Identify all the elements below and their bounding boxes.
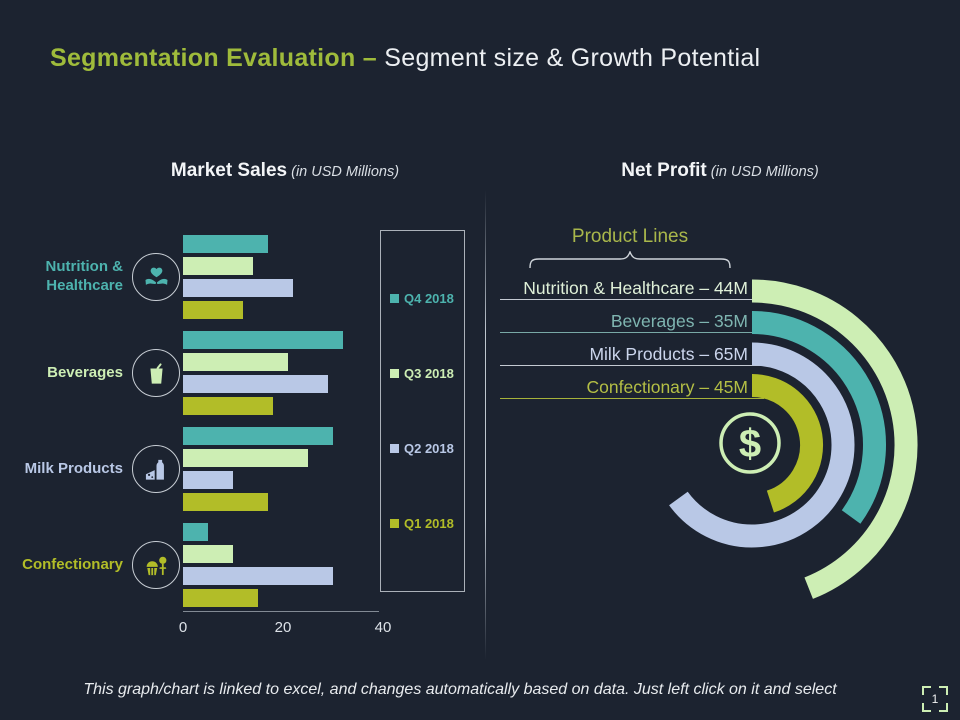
legend-label: Q2 2018 (404, 441, 454, 456)
bar-group-nutrition-healthcare (183, 235, 343, 319)
beverage-cup-icon (149, 362, 163, 384)
bar-milk-products-q4-2018 (183, 427, 333, 445)
market-sales-title-sub: (in USD Millions) (287, 164, 400, 180)
bar-milk-products-q1-2018 (183, 493, 268, 511)
legend-swatch (390, 444, 399, 453)
legend-item-q3-2018: Q3 2018 (390, 366, 464, 381)
bar-confectionary-q4-2018 (183, 523, 208, 541)
category-label: Beverages (47, 363, 123, 381)
heart-hands-icon (144, 267, 168, 285)
title-rest: Segment size & Growth Potential (384, 44, 761, 72)
product-lines-label: Product Lines (571, 226, 689, 247)
legend-items: Q4 2018 Q3 2018 Q2 2018 Q1 2018 (381, 231, 464, 591)
category-icon-circle (132, 541, 180, 589)
bar-confectionary-q2-2018 (183, 567, 333, 585)
corner-bracket-icon (922, 686, 931, 695)
category-label: Milk Products (24, 459, 123, 477)
brace-icon (529, 251, 731, 269)
category-label: Nutrition & Healthcare (45, 258, 123, 294)
x-axis-tick: 0 (178, 619, 188, 636)
category-icon-circle (132, 253, 180, 301)
bar-group-confectionary (183, 523, 343, 607)
bar-beverages-q3-2018 (183, 353, 288, 371)
bar-chart-plot (183, 235, 343, 619)
net-profit-title: Net Profit (in USD Millions) (530, 160, 910, 182)
category-row-beverages: Beverages (18, 349, 180, 397)
bar-milk-products-q2-2018 (183, 471, 233, 489)
corner-bracket-icon (922, 703, 931, 712)
category-row-milk-products: Milk Products (18, 445, 180, 493)
market-sales-title: Market Sales (in USD Millions) (90, 160, 480, 182)
bar-beverages-q1-2018 (183, 397, 273, 415)
bar-nutrition-healthcare-q4-2018 (183, 235, 268, 253)
net-profit-row-1: Nutrition & Healthcare – 44M (500, 278, 764, 300)
bar-beverages-q2-2018 (183, 375, 328, 393)
bar-beverages-q4-2018 (183, 331, 343, 349)
legend-label: Q4 2018 (404, 291, 454, 306)
net-profit-row-3: Milk Products – 65M (500, 344, 764, 366)
page-title: Segmentation Evaluation – Segment size &… (50, 44, 760, 73)
title-accent: Segmentation Evaluation – (50, 44, 385, 72)
page-number: 1 (931, 692, 939, 706)
bar-nutrition-healthcare-q3-2018 (183, 257, 253, 275)
legend-label: Q3 2018 (404, 366, 454, 381)
legend-swatch (390, 369, 399, 378)
legend-label: Q1 2018 (404, 516, 454, 531)
footer-note: This graph/chart is linked to excel, and… (83, 681, 837, 698)
x-axis-tick: 20 (274, 619, 292, 636)
net-profit-row-4: Confectionary – 45M (500, 377, 764, 399)
panel-divider (485, 190, 486, 660)
market-sales-title-main: Market Sales (170, 160, 288, 181)
corner-bracket-icon (939, 686, 948, 695)
category-row-nutrition-healthcare: Nutrition & Healthcare (18, 253, 180, 301)
legend: Q4 2018 Q3 2018 Q2 2018 Q1 2018 (380, 230, 465, 592)
corner-bracket-icon (939, 703, 948, 712)
category-row-confectionary: Confectionary (18, 541, 180, 589)
dollar-coin-icon: $ (719, 412, 781, 474)
legend-item-q2-2018: Q2 2018 (390, 441, 464, 456)
bar-nutrition-healthcare-q2-2018 (183, 279, 293, 297)
legend-swatch (390, 294, 399, 303)
net-profit-title-sub: (in USD Millions) (706, 164, 819, 180)
legend-item-q4-2018: Q4 2018 (390, 291, 464, 306)
legend-swatch (390, 519, 399, 528)
net-profit-row-2: Beverages – 35M (500, 311, 764, 333)
page-number-marker: 1 (922, 686, 948, 712)
category-icon-circle (132, 349, 180, 397)
svg-text:$: $ (739, 422, 761, 466)
bar-group-beverages (183, 331, 343, 415)
bar-confectionary-q3-2018 (183, 545, 233, 563)
legend-item-q1-2018: Q1 2018 (390, 516, 464, 531)
x-axis-tick: 40 (374, 619, 392, 636)
arc-nutrition-healthcare (751, 279, 918, 599)
bar-confectionary-q1-2018 (183, 589, 258, 607)
category-icon-circle (132, 445, 180, 493)
bar-nutrition-healthcare-q1-2018 (183, 301, 243, 319)
x-axis-line (183, 611, 379, 612)
bar-milk-products-q3-2018 (183, 449, 308, 467)
milk-bottle-icon (145, 459, 164, 480)
category-label: Confectionary (22, 555, 123, 573)
net-profit-title-main: Net Profit (621, 160, 707, 181)
arc-confectionary (751, 374, 824, 513)
arc-beverages (751, 311, 886, 524)
cupcake-icon (146, 556, 166, 575)
bar-group-milk-products (183, 427, 343, 511)
